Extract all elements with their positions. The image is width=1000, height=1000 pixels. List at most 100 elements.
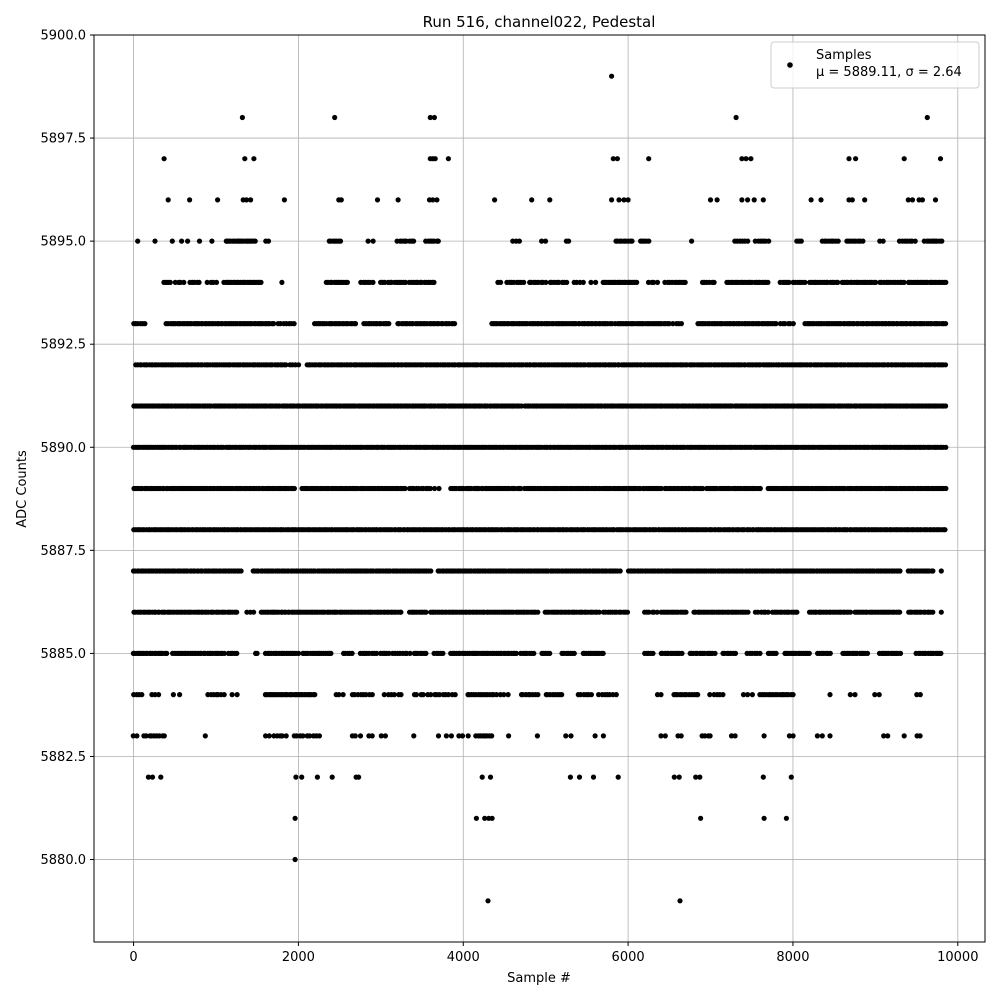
- y-axis: 5880.0 5882.5 5885.0 5887.5 5890.0 5892.5 5895…: [41, 29, 94, 868]
- data-point: [901, 279, 907, 285]
- data-point: [596, 609, 602, 615]
- y-tick-label: 5897.5: [41, 132, 87, 147]
- data-point: [678, 321, 685, 327]
- data-point: [292, 815, 298, 821]
- data-point: [745, 238, 751, 244]
- x-tick-label: 0: [129, 950, 137, 965]
- data-point: [901, 156, 907, 162]
- data-point: [880, 238, 886, 244]
- data-point: [712, 650, 718, 657]
- data-point: [593, 279, 599, 285]
- data-point: [239, 114, 245, 121]
- data-point: [670, 321, 676, 327]
- y-tick-label: 5890.0: [41, 441, 87, 456]
- data-point: [243, 197, 250, 203]
- data-point: [139, 692, 145, 698]
- data-point: [827, 733, 833, 739]
- data-point: [279, 733, 285, 739]
- x-tick-label: 8000: [776, 950, 809, 965]
- data-point: [529, 197, 535, 203]
- data-point: [535, 692, 541, 698]
- data-point: [440, 650, 446, 657]
- data-point: [646, 238, 652, 244]
- data-point: [943, 321, 949, 327]
- data-point: [312, 692, 318, 698]
- data-point: [885, 733, 891, 739]
- data-point: [745, 609, 751, 615]
- data-point: [876, 692, 882, 698]
- data-point: [431, 279, 437, 285]
- legend-stats: μ = 5889.11, σ = 2.64: [816, 65, 962, 80]
- data-point: [316, 733, 322, 739]
- y-tick-label: 5882.5: [41, 750, 87, 765]
- data-point: [943, 403, 949, 409]
- data-point: [943, 444, 949, 450]
- data-point: [658, 692, 664, 698]
- data-point: [445, 156, 451, 162]
- data-point: [265, 238, 272, 244]
- data-point: [698, 815, 704, 821]
- data-point: [689, 238, 695, 244]
- data-point: [307, 733, 313, 739]
- data-point: [167, 279, 173, 285]
- data-point: [170, 692, 176, 698]
- data-point: [209, 238, 215, 244]
- data-point: [294, 733, 300, 739]
- data-point: [938, 609, 944, 615]
- data-point: [827, 692, 833, 698]
- data-point: [650, 650, 656, 657]
- data-point: [161, 156, 167, 162]
- data-point: [613, 692, 619, 698]
- data-point: [402, 485, 408, 492]
- data-point: [271, 321, 277, 327]
- data-point: [873, 279, 879, 285]
- data-point: [152, 692, 158, 698]
- data-point: [413, 692, 419, 698]
- data-point: [378, 733, 384, 739]
- legend-marker: [787, 62, 793, 68]
- data-point: [352, 733, 358, 739]
- data-point: [662, 733, 668, 739]
- data-point: [658, 733, 664, 739]
- data-point: [566, 238, 572, 244]
- data-point: [625, 197, 631, 203]
- data-point: [624, 609, 631, 615]
- data-point: [614, 156, 621, 162]
- data-point: [248, 197, 254, 203]
- data-point: [617, 568, 623, 574]
- data-point: [711, 279, 717, 285]
- data-point: [678, 733, 684, 739]
- data-point: [314, 774, 320, 780]
- legend: Samples μ = 5889.11, σ = 2.64: [770, 41, 980, 89]
- data-point: [411, 733, 417, 739]
- data-point: [720, 692, 726, 698]
- data-point: [340, 692, 346, 698]
- data-point: [165, 197, 171, 203]
- data-point: [423, 650, 429, 657]
- data-point: [185, 238, 191, 244]
- data-point: [543, 279, 549, 285]
- data-point: [436, 485, 442, 492]
- x-tick-label: 4000: [447, 950, 480, 965]
- data-point: [897, 568, 903, 574]
- data-point: [862, 197, 868, 203]
- data-point: [336, 692, 342, 698]
- data-point: [365, 238, 371, 244]
- data-point: [398, 692, 404, 698]
- data-point: [337, 238, 344, 244]
- data-point: [432, 485, 438, 492]
- data-point: [930, 568, 936, 574]
- data-point: [459, 733, 466, 739]
- data-point: [169, 238, 175, 244]
- data-point: [765, 609, 771, 615]
- data-point: [814, 733, 821, 739]
- data-point: [732, 650, 739, 657]
- data-point: [534, 733, 541, 739]
- data-point: [328, 650, 334, 657]
- x-axis: 0 2000 4000 6000 8000 10000: [129, 942, 978, 965]
- data-point: [666, 321, 672, 327]
- data-point: [852, 692, 858, 698]
- data-point: [542, 238, 549, 244]
